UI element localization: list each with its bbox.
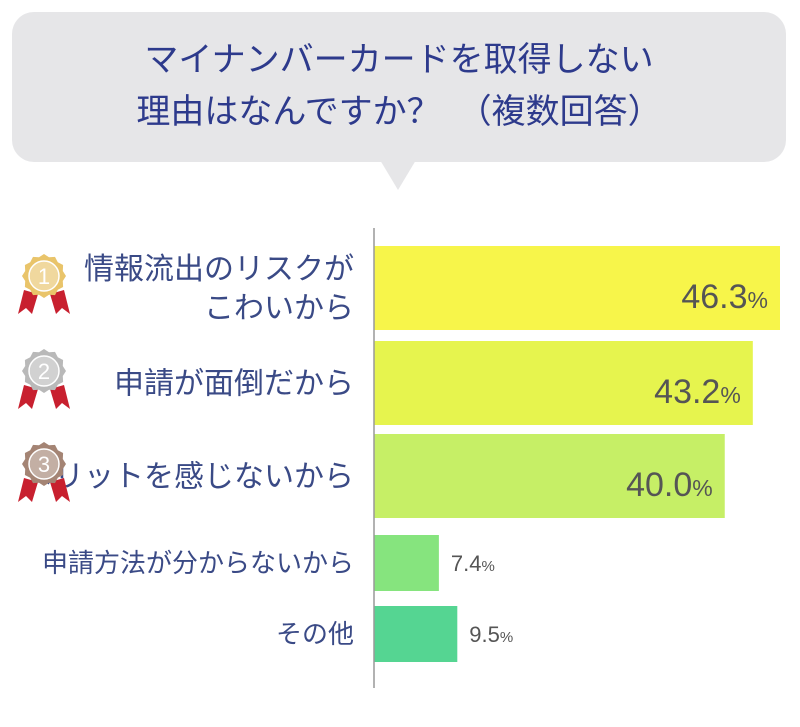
value-number-5: 9.5 (469, 622, 500, 647)
medal-face-1 (29, 261, 59, 291)
medal-ribbon-left-1 (18, 290, 38, 314)
value-unit-3: % (692, 475, 712, 501)
bar-4 (374, 535, 439, 591)
value-unit-2: % (720, 382, 740, 408)
bar-5 (374, 606, 458, 662)
medal-rank-2: 2 (38, 359, 50, 384)
value-label-3: 40.0% (626, 466, 713, 504)
medal-ribbon-left-3 (18, 478, 38, 502)
bar-3 (374, 434, 725, 518)
category-label-1-line-2: こわいから (204, 291, 354, 326)
medal-ribbon-right-1 (50, 290, 70, 314)
category-label-2: 申請が面倒だから (114, 367, 354, 402)
medal-face-ring-2 (28, 355, 60, 387)
medal-face-ring-1 (28, 260, 60, 292)
value-label-5: 9.5% (469, 622, 513, 647)
medal-face-3 (29, 449, 59, 479)
medal-face-ring-3 (28, 448, 60, 480)
value-number-2: 43.2 (654, 373, 720, 411)
medal-ribbon-right-3 (50, 478, 70, 502)
bar-1 (374, 246, 780, 330)
value-unit-5: % (500, 629, 513, 646)
medal-ribbon-left-2 (18, 385, 38, 409)
medal-ribbon-right-2 (50, 385, 70, 409)
value-unit-4: % (481, 558, 494, 575)
title-bubble-tail (380, 160, 416, 190)
medal-face-2 (29, 356, 59, 386)
chart-title: マイナンバーカードを取得しない 理由はなんですか？ （複数回答） (12, 34, 786, 138)
category-label-4: 申請方法が分からないから (42, 549, 354, 579)
bar-2 (374, 341, 753, 425)
value-number-3: 40.0 (626, 466, 692, 504)
title-bubble (12, 12, 786, 162)
category-label-5: その他 (276, 620, 354, 650)
value-number-4: 7.4 (451, 551, 482, 576)
value-label-1: 46.3% (681, 278, 768, 316)
value-label-2: 43.2% (654, 373, 741, 411)
medal-rank-3: 3 (38, 452, 50, 477)
chart-title-line-1: マイナンバーカードを取得しない (144, 40, 654, 80)
value-number-1: 46.3 (681, 278, 747, 316)
value-unit-1: % (748, 287, 768, 313)
category-label-3: メリットを感じないから (24, 460, 354, 495)
medal-rank-1: 1 (38, 264, 50, 289)
category-label-1-line-1: 情報流出のリスクが (84, 252, 354, 287)
chart-title-line-2: 理由はなんですか？ （複数回答） (136, 92, 662, 132)
value-label-4: 7.4% (451, 551, 495, 576)
